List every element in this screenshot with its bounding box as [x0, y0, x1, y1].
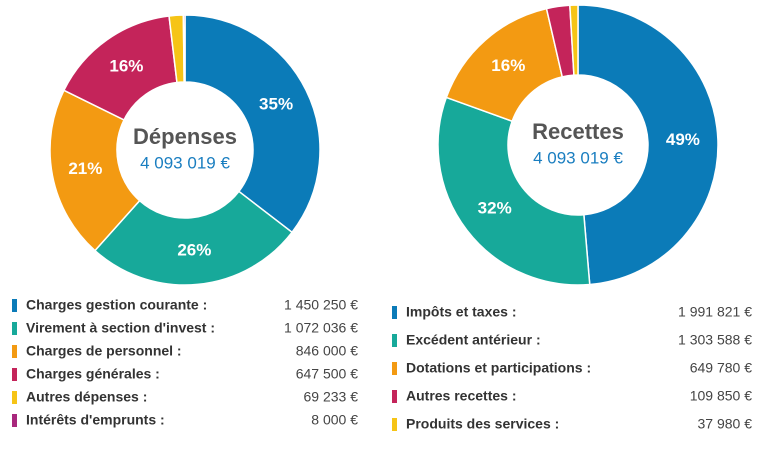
legend-label: Virement à section d'invest : [26, 320, 215, 336]
legend-amount: 647 500 € [296, 366, 358, 382]
legend-swatch [392, 362, 397, 375]
slice [93, 190, 294, 286]
slice-label: 16% [109, 57, 143, 76]
legend-label: Produits des services : [406, 416, 559, 432]
legend-amount: 37 980 € [698, 416, 753, 432]
slice-label: 16% [491, 56, 525, 75]
legend-amount: 1 072 036 € [284, 320, 358, 336]
legend-amount: 69 233 € [304, 389, 359, 405]
legend-swatch [12, 414, 17, 427]
legend-swatch [12, 391, 17, 404]
legend-amount: 649 780 € [690, 360, 752, 376]
legend-label: Autres recettes : [406, 388, 517, 404]
legend-swatch [392, 306, 397, 319]
slice [577, 4, 719, 286]
legend-label: Charges gestion courante : [26, 297, 207, 313]
legend-swatch [12, 368, 17, 381]
slice [182, 14, 186, 83]
slice-label: 21% [68, 159, 102, 178]
center-title: Dépenses [133, 124, 237, 149]
legend-swatch [12, 345, 17, 358]
legend-label: Dotations et participations : [406, 360, 591, 376]
center-total: 4 093 019 € [140, 153, 230, 172]
legend-label: Charges générales : [26, 366, 160, 382]
slice [184, 14, 321, 234]
legend-amount: 1 991 821 € [678, 304, 752, 320]
slice [437, 96, 591, 286]
legend-label: Autres dépenses : [26, 389, 147, 405]
slice [49, 89, 141, 252]
legend-swatch [392, 390, 397, 403]
slice-label: 26% [177, 241, 211, 260]
slice [569, 4, 579, 76]
legend-amount: 846 000 € [296, 343, 358, 359]
legend-swatch [12, 299, 17, 312]
slice-label: 32% [478, 198, 512, 217]
center-title: Recettes [532, 119, 624, 144]
slice-label: 49% [666, 130, 700, 149]
legend-amount: 1 303 588 € [678, 332, 752, 348]
legend-swatch [392, 334, 397, 347]
slice-label: 35% [259, 95, 293, 114]
legend-amount: 8 000 € [311, 412, 358, 428]
legend-amount: 1 450 250 € [284, 297, 358, 313]
legend-label: Intérêts d'emprunts : [26, 412, 165, 428]
legend-swatch [12, 322, 17, 335]
legend-label: Excédent antérieur : [406, 332, 541, 348]
legend-label: Charges de personnel : [26, 343, 182, 359]
legend-swatch [392, 418, 397, 431]
legend-amount: 109 850 € [690, 388, 752, 404]
center-total: 4 093 019 € [533, 148, 623, 167]
legend-label: Impôts et taxes : [406, 304, 516, 320]
